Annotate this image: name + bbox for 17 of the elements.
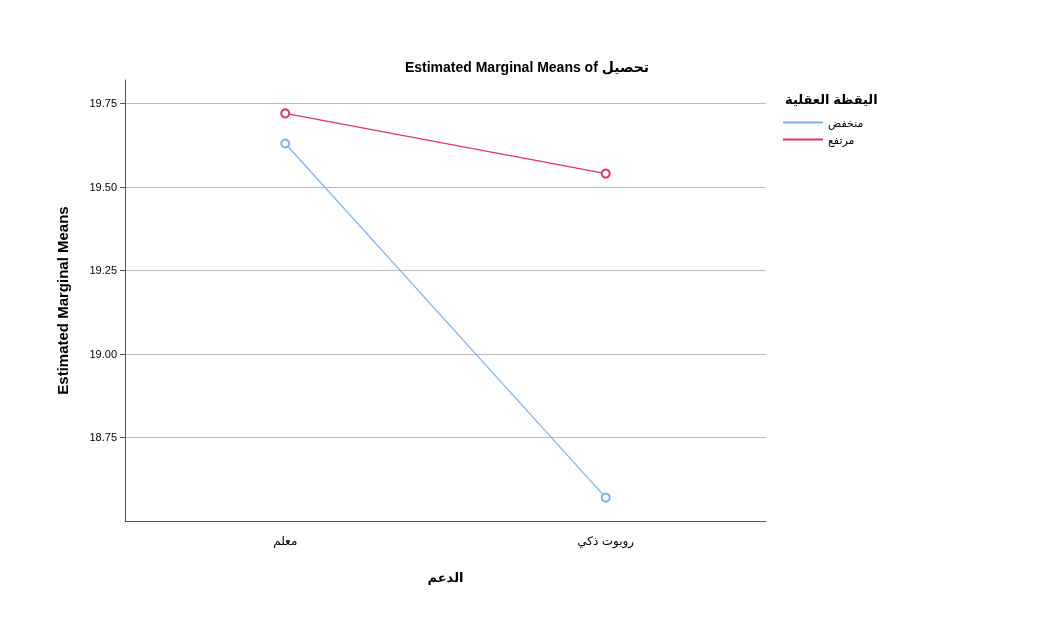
x-tick-label: معلم — [273, 534, 298, 548]
point — [280, 138, 291, 149]
legend-label: منخفض — [828, 116, 864, 130]
legend-title: اليقظة العقلية — [785, 92, 878, 107]
legend-label: مرتفع — [828, 133, 855, 147]
y-tick-label: 18.75 — [89, 431, 117, 444]
chart-title: Estimated Marginal Means of تحصيل — [404, 59, 650, 75]
y-axis-title: Estimated Marginal Means — [54, 206, 71, 395]
y-tick-label: 19.00 — [89, 347, 117, 360]
x-tick-label: روبوت ذكي — [577, 534, 635, 549]
y-tick-label: 19.50 — [89, 180, 117, 193]
x-axis-title: الدعم — [427, 570, 464, 585]
point — [280, 108, 291, 119]
y-tick-label: 19.75 — [89, 97, 117, 110]
point — [600, 492, 611, 503]
point — [600, 168, 611, 179]
y-tick-label: 19.25 — [89, 264, 117, 277]
